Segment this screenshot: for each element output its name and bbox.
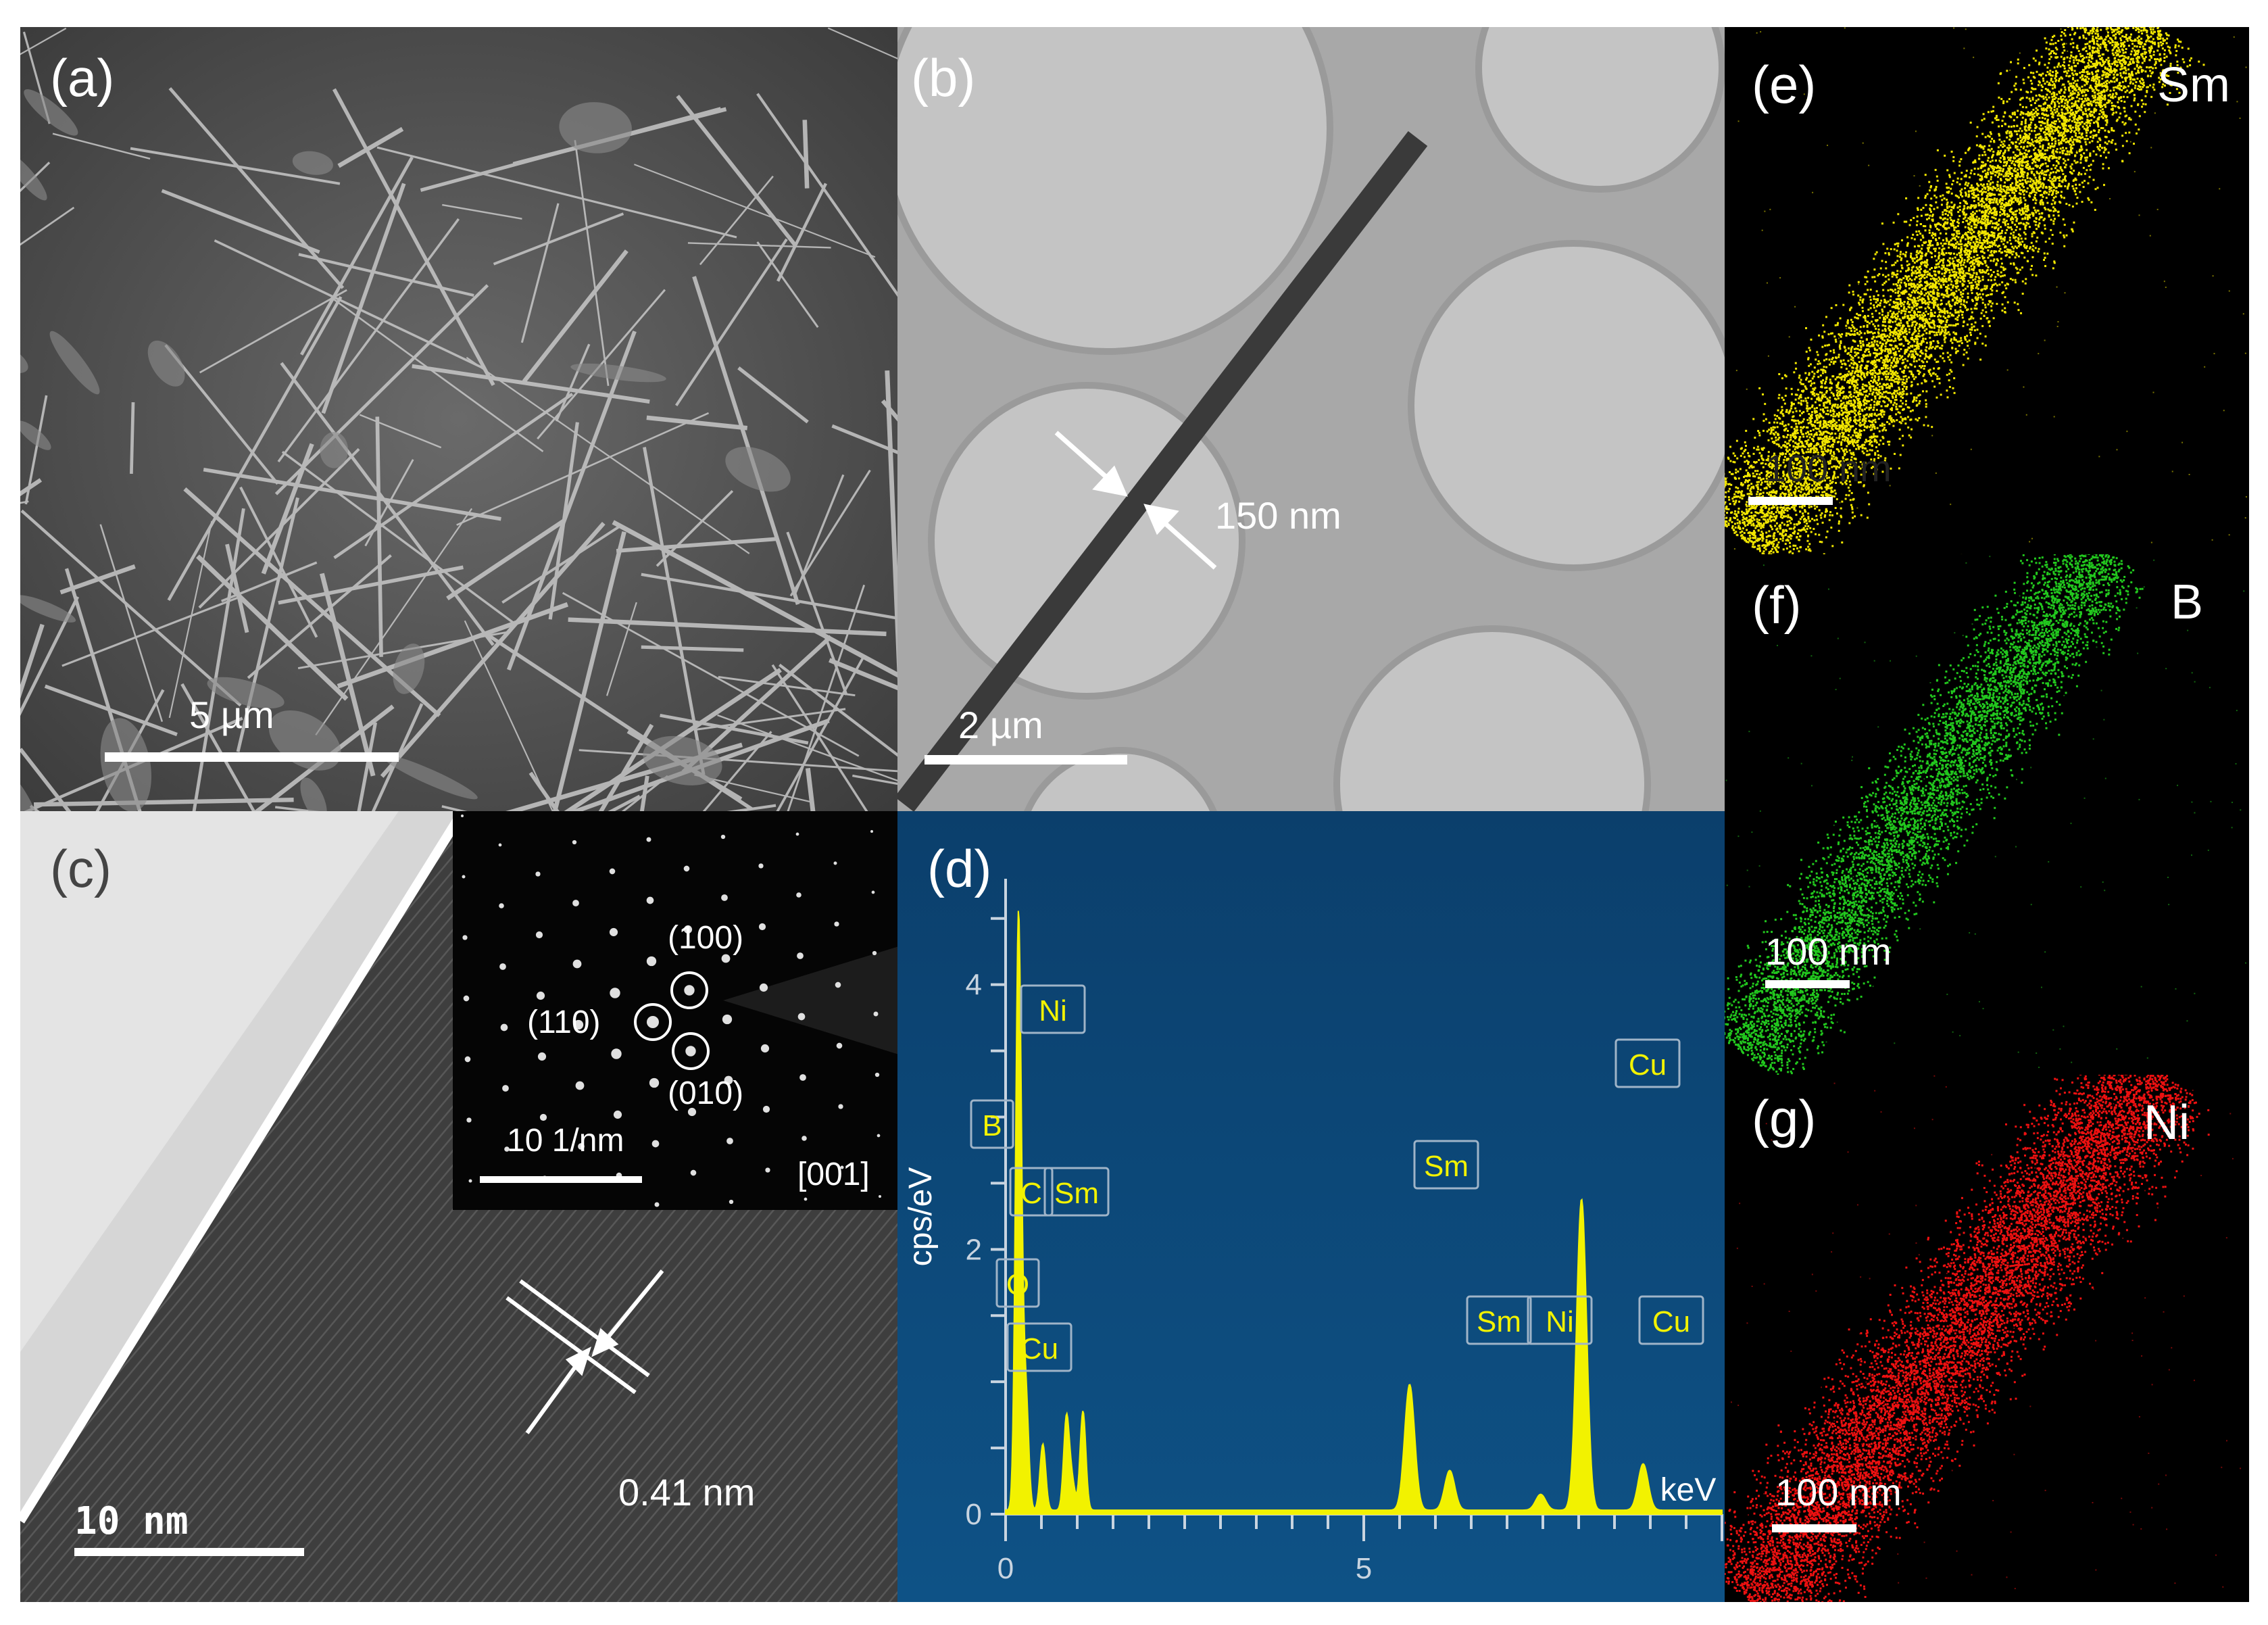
saed-inset: (100) (110) (010) 10 1/nm [001] bbox=[453, 811, 897, 1210]
saed-spot-010: (010) bbox=[668, 1075, 743, 1112]
sm-elemental-map bbox=[1725, 27, 2247, 554]
scale-bar-label-g: 100 nm bbox=[1775, 1470, 1902, 1514]
saed-scale-label: 10 1/nm bbox=[507, 1122, 624, 1159]
eds-peak-label-box bbox=[995, 1258, 1040, 1308]
scale-bar-a bbox=[105, 752, 399, 762]
eds-chart: 0 5 0 2 4 cps/eV keV B C O Ni Sm Cu Sm Sm Ni Cu Cu bbox=[897, 811, 1725, 1602]
scale-bar-label-c: 10 nm bbox=[74, 1499, 189, 1543]
eds-peak-label-box bbox=[1006, 1322, 1073, 1372]
eds-peak-label: B bbox=[982, 1109, 1002, 1142]
eds-peak-label: Ni bbox=[1546, 1305, 1574, 1338]
panel-label-a: (a) bbox=[50, 47, 114, 109]
panel-e-sm-map: (e) Sm 100 nm bbox=[1725, 27, 2249, 554]
panel-g-ni-map: (g) Ni 100 nm bbox=[1725, 1075, 2249, 1602]
scale-bar-label-e: 100 nm bbox=[1765, 446, 1892, 490]
panel-label-b: (b) bbox=[911, 47, 975, 109]
eds-spectrum-area bbox=[1005, 911, 1723, 1515]
panel-b-tem-image: 150 nm (b) 2 µm bbox=[897, 27, 1725, 811]
eds-peak-label: Sm bbox=[1054, 1177, 1099, 1210]
b-elemental-map bbox=[1725, 554, 2246, 1075]
element-label-ni: Ni bbox=[2144, 1095, 2190, 1150]
zone-axis-label: [001] bbox=[797, 1156, 870, 1193]
eds-x-tick-label: 5 bbox=[1356, 1552, 1372, 1585]
scale-bar-label-a: 5 µm bbox=[189, 693, 274, 737]
eds-peak-label-box bbox=[1638, 1295, 1704, 1345]
eds-peak-label: Ni bbox=[1039, 994, 1067, 1027]
scale-bar-label-b: 2 µm bbox=[958, 703, 1043, 747]
width-arrows bbox=[1054, 431, 1217, 570]
lattice-spacing-marker bbox=[506, 1269, 664, 1434]
scale-bar-label-f: 100 nm bbox=[1765, 929, 1892, 973]
eds-peak-label-box bbox=[1020, 984, 1086, 1034]
eds-peak-label: Cu bbox=[1652, 1305, 1690, 1338]
sem-nanowires-texture bbox=[20, 27, 897, 811]
eds-peak-label: Sm bbox=[1424, 1150, 1469, 1183]
panel-label-d: (d) bbox=[927, 838, 991, 900]
eds-peak-label: Cu bbox=[1020, 1332, 1058, 1365]
eds-peak-label: Cu bbox=[1629, 1048, 1667, 1082]
scale-bar-c bbox=[74, 1548, 304, 1556]
eds-y-tick-label: 0 bbox=[966, 1498, 982, 1531]
panel-label-c: (c) bbox=[50, 838, 112, 900]
panel-label-e: (e) bbox=[1752, 54, 1816, 116]
eds-y-tick-label: 2 bbox=[966, 1233, 982, 1266]
eds-y-axis-label: cps/eV bbox=[903, 1167, 939, 1267]
scale-bar-g bbox=[1772, 1524, 1856, 1532]
panel-label-g: (g) bbox=[1752, 1088, 1816, 1150]
eds-peak-label-box bbox=[1466, 1295, 1532, 1345]
saed-scale-bar bbox=[480, 1176, 642, 1183]
eds-peak-label-box bbox=[1043, 1167, 1110, 1217]
eds-peak-label-box bbox=[1614, 1038, 1681, 1088]
scale-bar-e bbox=[1748, 497, 1833, 505]
eds-peak-label-box bbox=[1527, 1295, 1593, 1345]
eds-peak-label-box bbox=[1413, 1140, 1479, 1190]
width-label-b: 150 nm bbox=[1215, 493, 1341, 537]
panel-f-b-map: (f) B 100 nm bbox=[1725, 554, 2249, 1075]
eds-peak-label: C bbox=[1020, 1177, 1042, 1210]
eds-peak-label: Sm bbox=[1477, 1305, 1521, 1338]
tem-nanowire-image bbox=[897, 27, 1725, 811]
eds-peak-label-box bbox=[1009, 1167, 1054, 1217]
panel-a-sem-image: (a) 5 µm bbox=[20, 27, 897, 811]
panel-label-f: (f) bbox=[1752, 575, 1802, 636]
eds-peak-label: O bbox=[1006, 1268, 1029, 1301]
element-label-sm: Sm bbox=[2157, 57, 2230, 113]
saed-spot-100: (100) bbox=[668, 919, 743, 956]
panel-c-hrtem-image: (c) 0.41 nm 10 nm (100) (110) (010) 10 1… bbox=[20, 811, 897, 1602]
spacing-label-c: 0.41 nm bbox=[618, 1470, 755, 1514]
eds-x-tick-label: 0 bbox=[997, 1552, 1014, 1585]
ni-elemental-map bbox=[1725, 1075, 2242, 1602]
saed-spot-110: (110) bbox=[527, 1004, 601, 1041]
saed-pattern bbox=[461, 815, 897, 1207]
eds-x-unit-label: keV bbox=[1660, 1472, 1717, 1508]
eds-y-tick-label: 4 bbox=[966, 969, 982, 1002]
panel-d-eds-spectrum: 0 5 0 2 4 cps/eV keV B C O Ni Sm Cu Sm Sm Ni Cu Cu (d) bbox=[897, 811, 1725, 1602]
eds-peak-label-box bbox=[970, 1099, 1014, 1149]
scale-bar-f bbox=[1765, 980, 1850, 988]
scale-bar-b bbox=[925, 755, 1127, 765]
element-label-b: B bbox=[2171, 575, 2203, 630]
